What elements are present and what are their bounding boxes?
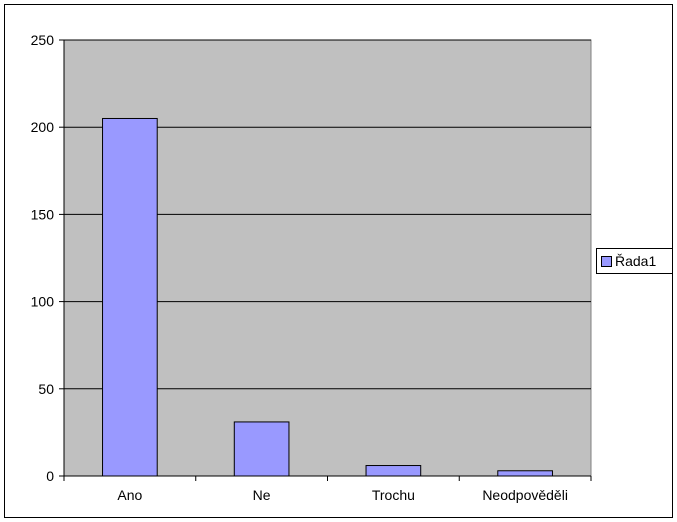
x-tick-label: Ne — [253, 487, 271, 503]
x-tick-label: Neodpověděli — [482, 487, 568, 503]
x-tick-labels: Ano Ne Trochu Neodpověděli — [117, 487, 568, 503]
x-tick-label: Ano — [117, 487, 142, 503]
legend-swatch — [601, 255, 612, 267]
bar — [102, 117, 158, 477]
x-tick-label: Trochu — [372, 487, 415, 503]
y-tick-label: 0 — [46, 468, 54, 484]
y-tick-labels: 0 50 100 150 200 250 — [31, 32, 55, 484]
legend: Řada1 — [596, 248, 673, 274]
axes — [59, 39, 592, 481]
legend-label: Řada1 — [615, 253, 657, 269]
y-tick-label: 100 — [31, 294, 55, 310]
y-tick-label: 250 — [31, 32, 55, 48]
y-tick-label: 50 — [38, 381, 54, 397]
y-tick-label: 150 — [31, 206, 55, 222]
y-tick-label: 200 — [31, 119, 55, 135]
bar — [233, 421, 290, 477]
bars — [102, 117, 553, 477]
bar — [497, 470, 553, 477]
bar — [365, 465, 422, 477]
